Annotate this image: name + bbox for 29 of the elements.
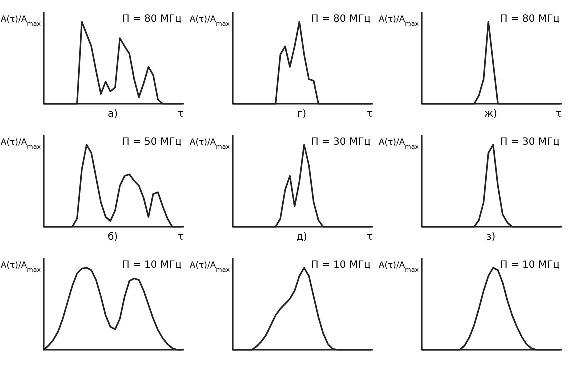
x-axis-title: τ	[366, 232, 373, 243]
x-axis-title: τ	[366, 109, 373, 120]
text: з)	[486, 232, 496, 243]
y-axis-title: A(τ)/A$_{max}$	[378, 138, 420, 151]
y-axis-title: A(τ)/A$_{max}$	[0, 15, 42, 28]
y-axis-title: A(τ)/A$_{max}$	[190, 15, 230, 28]
text: б)	[108, 232, 118, 243]
chart-title: П = 50 МГц	[122, 137, 182, 148]
text: д)	[296, 232, 308, 243]
y-axis-title: A(τ)/A$_{max}$	[0, 138, 42, 151]
x-axis-title: τ	[178, 109, 184, 120]
text: а)	[108, 109, 118, 120]
chart-title: П = 30 МГц	[500, 137, 560, 148]
chart-title: П = 80 МГц	[122, 14, 182, 25]
y-axis-title: A(τ)/A$_{max}$	[190, 261, 230, 274]
chart-title: П = 80 МГц	[311, 14, 372, 25]
y-axis-title: A(τ)/A$_{max}$	[0, 261, 42, 274]
text: г)	[297, 109, 307, 120]
chart-title: П = 30 МГц	[311, 137, 372, 148]
x-axis-title: τ	[556, 109, 562, 120]
chart-title: П = 10 МГц	[122, 260, 182, 271]
y-axis-title: A(τ)/A$_{max}$	[378, 261, 420, 274]
x-axis-title: τ	[178, 232, 184, 243]
y-axis-title: A(τ)/A$_{max}$	[378, 15, 420, 28]
y-axis-title: A(τ)/A$_{max}$	[190, 138, 230, 151]
chart-title: П = 10 МГц	[500, 260, 560, 271]
chart-title: П = 80 МГц	[500, 14, 560, 25]
chart-title: П = 10 МГц	[311, 260, 372, 271]
text: ж)	[484, 109, 498, 120]
